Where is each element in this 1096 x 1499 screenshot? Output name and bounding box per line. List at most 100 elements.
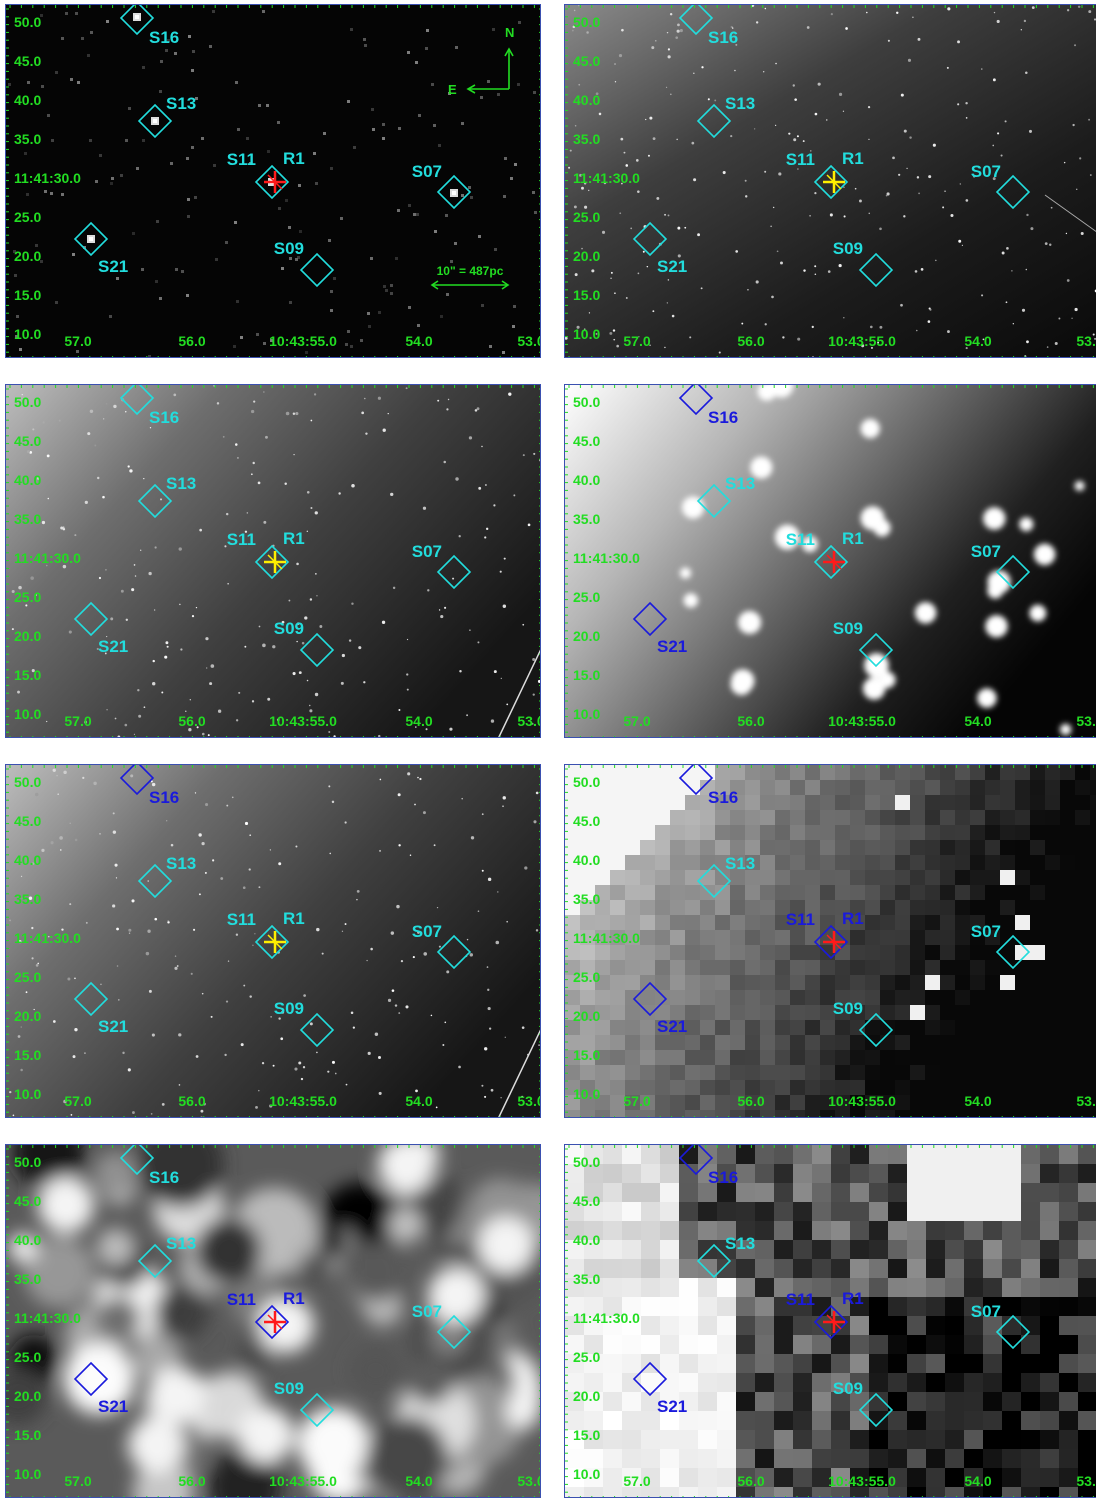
panel-image: 50.0 45.0 40.0 35.0 11:41:30.0 25.0 20.0 15.0 10… [565,385,1096,737]
source-label-s13: S13 [725,94,755,113]
ra-tick-label: 57.0 [623,713,650,729]
source-marker-s09 [858,632,894,668]
ra-tick-label: 56.0 [178,1093,205,1109]
source-label-s21: S21 [98,637,128,656]
source-marker-s13 [137,103,173,139]
image-panel-2: 50.0 45.0 40.0 35.0 11:41:30.0 25.0 20.0 15.0 10… [564,4,1096,358]
dec-tick-label: 35.0 [14,511,41,527]
dec-tick-label: 25.0 [14,209,41,225]
source-marker-s21 [73,601,109,637]
source-marker-s21 [632,221,668,257]
source-marker-s13 [137,1243,173,1279]
ra-tick-label: 10:43:55.0 [269,1093,337,1109]
source-marker-s07 [995,1314,1031,1350]
dec-tick-label: 11:41:30.0 [573,550,640,566]
dec-tick-label: 10.0 [14,326,41,342]
source-marker-s13 [696,103,732,139]
ra-tick-label: 53.0 [1076,1093,1096,1109]
r1-cross-marker [823,1311,845,1333]
source-marker-s16 [678,5,714,36]
dec-tick-label: 15.0 [14,287,41,303]
source-label-r1: R1 [283,149,305,168]
source-marker-s21 [632,1361,668,1397]
source-label-s21: S21 [98,1017,128,1036]
dec-tick-label: 20.0 [573,1008,600,1024]
image-panel-8: 50.0 45.0 40.0 35.0 11:41:30.0 25.0 20.0 15.0 10… [564,1144,1096,1498]
source-marker-s09 [299,252,335,288]
axis-ticks [6,765,540,1117]
source-marker-s21 [73,981,109,1017]
ra-tick-label: 54.0 [964,333,991,349]
dec-tick-label: 15.0 [14,1427,41,1443]
dec-tick-label: 45.0 [573,813,600,829]
axis-ticks [565,765,1094,1117]
source-marker-s09 [858,1012,894,1048]
ra-tick-label: 57.0 [64,1473,91,1489]
r1-cross-marker [264,931,286,953]
ra-tick-label: 53.0 [1076,713,1096,729]
ra-tick-label: 56.0 [737,1473,764,1489]
dec-tick-label: 40.0 [573,472,600,488]
source-marker-s16 [119,1145,155,1176]
dec-tick-label: 20.0 [14,1388,41,1404]
source-label-s21: S21 [657,637,687,656]
source-marker-s11 [813,164,849,200]
dec-tick-label: 35.0 [573,511,600,527]
source-label-s13: S13 [725,854,755,873]
source-label-r1: R1 [842,149,864,168]
dec-tick-label: 50.0 [573,1154,600,1170]
image-panel-3: 50.0 45.0 40.0 35.0 11:41:30.0 25.0 20.0 15.0 10… [5,384,541,738]
dec-tick-label: 50.0 [14,774,41,790]
dec-tick-label: 11:41:30.0 [573,1310,640,1326]
source-label-r1: R1 [842,1289,864,1308]
compass-east-label: E [448,82,457,97]
dec-tick-label: 25.0 [573,209,600,225]
ra-tick-label: 10:43:55.0 [269,1473,337,1489]
dec-tick-label: 35.0 [573,891,600,907]
image-panel-5: 50.0 45.0 40.0 35.0 11:41:30.0 25.0 20.0 15.0 10… [5,764,541,1118]
source-marker-s11 [813,924,849,960]
dec-tick-label: 35.0 [14,891,41,907]
dec-tick-label: 45.0 [14,53,41,69]
r1-cross-marker [823,171,845,193]
dec-tick-label: 45.0 [14,1193,41,1209]
dec-tick-label: 10.0 [573,706,600,722]
r1-cross-marker [823,551,845,573]
dec-tick-label: 40.0 [573,92,600,108]
compass-arrows [466,47,514,94]
ra-tick-label: 10:43:55.0 [828,1473,896,1489]
source-label-s09: S09 [274,619,304,638]
source-label-s16: S16 [149,28,179,47]
source-label-s07: S07 [412,1302,442,1321]
source-marker-s13 [696,483,732,519]
r1-cross-marker [823,931,845,953]
dec-tick-label: 20.0 [14,248,41,264]
axis-ticks [565,1145,1094,1497]
ra-tick-label: 54.0 [405,1473,432,1489]
ra-tick-label: 53.0 [517,333,541,349]
source-label-s16: S16 [149,788,179,807]
ra-tick-label: 56.0 [178,713,205,729]
source-marker-s13 [137,483,173,519]
axis-ticks [6,5,540,357]
source-marker-s07 [436,554,472,590]
dec-tick-label: 40.0 [14,472,41,488]
source-label-s09: S09 [274,999,304,1018]
source-label-s13: S13 [166,854,196,873]
source-label-s11: S11 [227,1290,256,1309]
ra-tick-label: 57.0 [64,713,91,729]
dec-tick-label: 35.0 [14,1271,41,1287]
image-panel-6: 50.0 45.0 40.0 35.0 11:41:30.0 25.0 20.0 15.0 10… [564,764,1096,1118]
dec-tick-label: 11:41:30.0 [14,170,81,186]
source-label-r1: R1 [283,909,305,928]
source-marker-s21 [632,601,668,637]
dec-tick-label: 20.0 [573,628,600,644]
source-marker-s07 [436,1314,472,1350]
panel-image: 50.0 45.0 40.0 35.0 11:41:30.0 25.0 20.0 15.0 10… [6,765,540,1117]
source-label-s09: S09 [833,999,863,1018]
source-label-r1: R1 [283,529,305,548]
dec-tick-label: 40.0 [573,852,600,868]
source-label-s21: S21 [98,257,128,276]
axis-ticks [565,385,1094,737]
ra-tick-label: 54.0 [405,333,432,349]
